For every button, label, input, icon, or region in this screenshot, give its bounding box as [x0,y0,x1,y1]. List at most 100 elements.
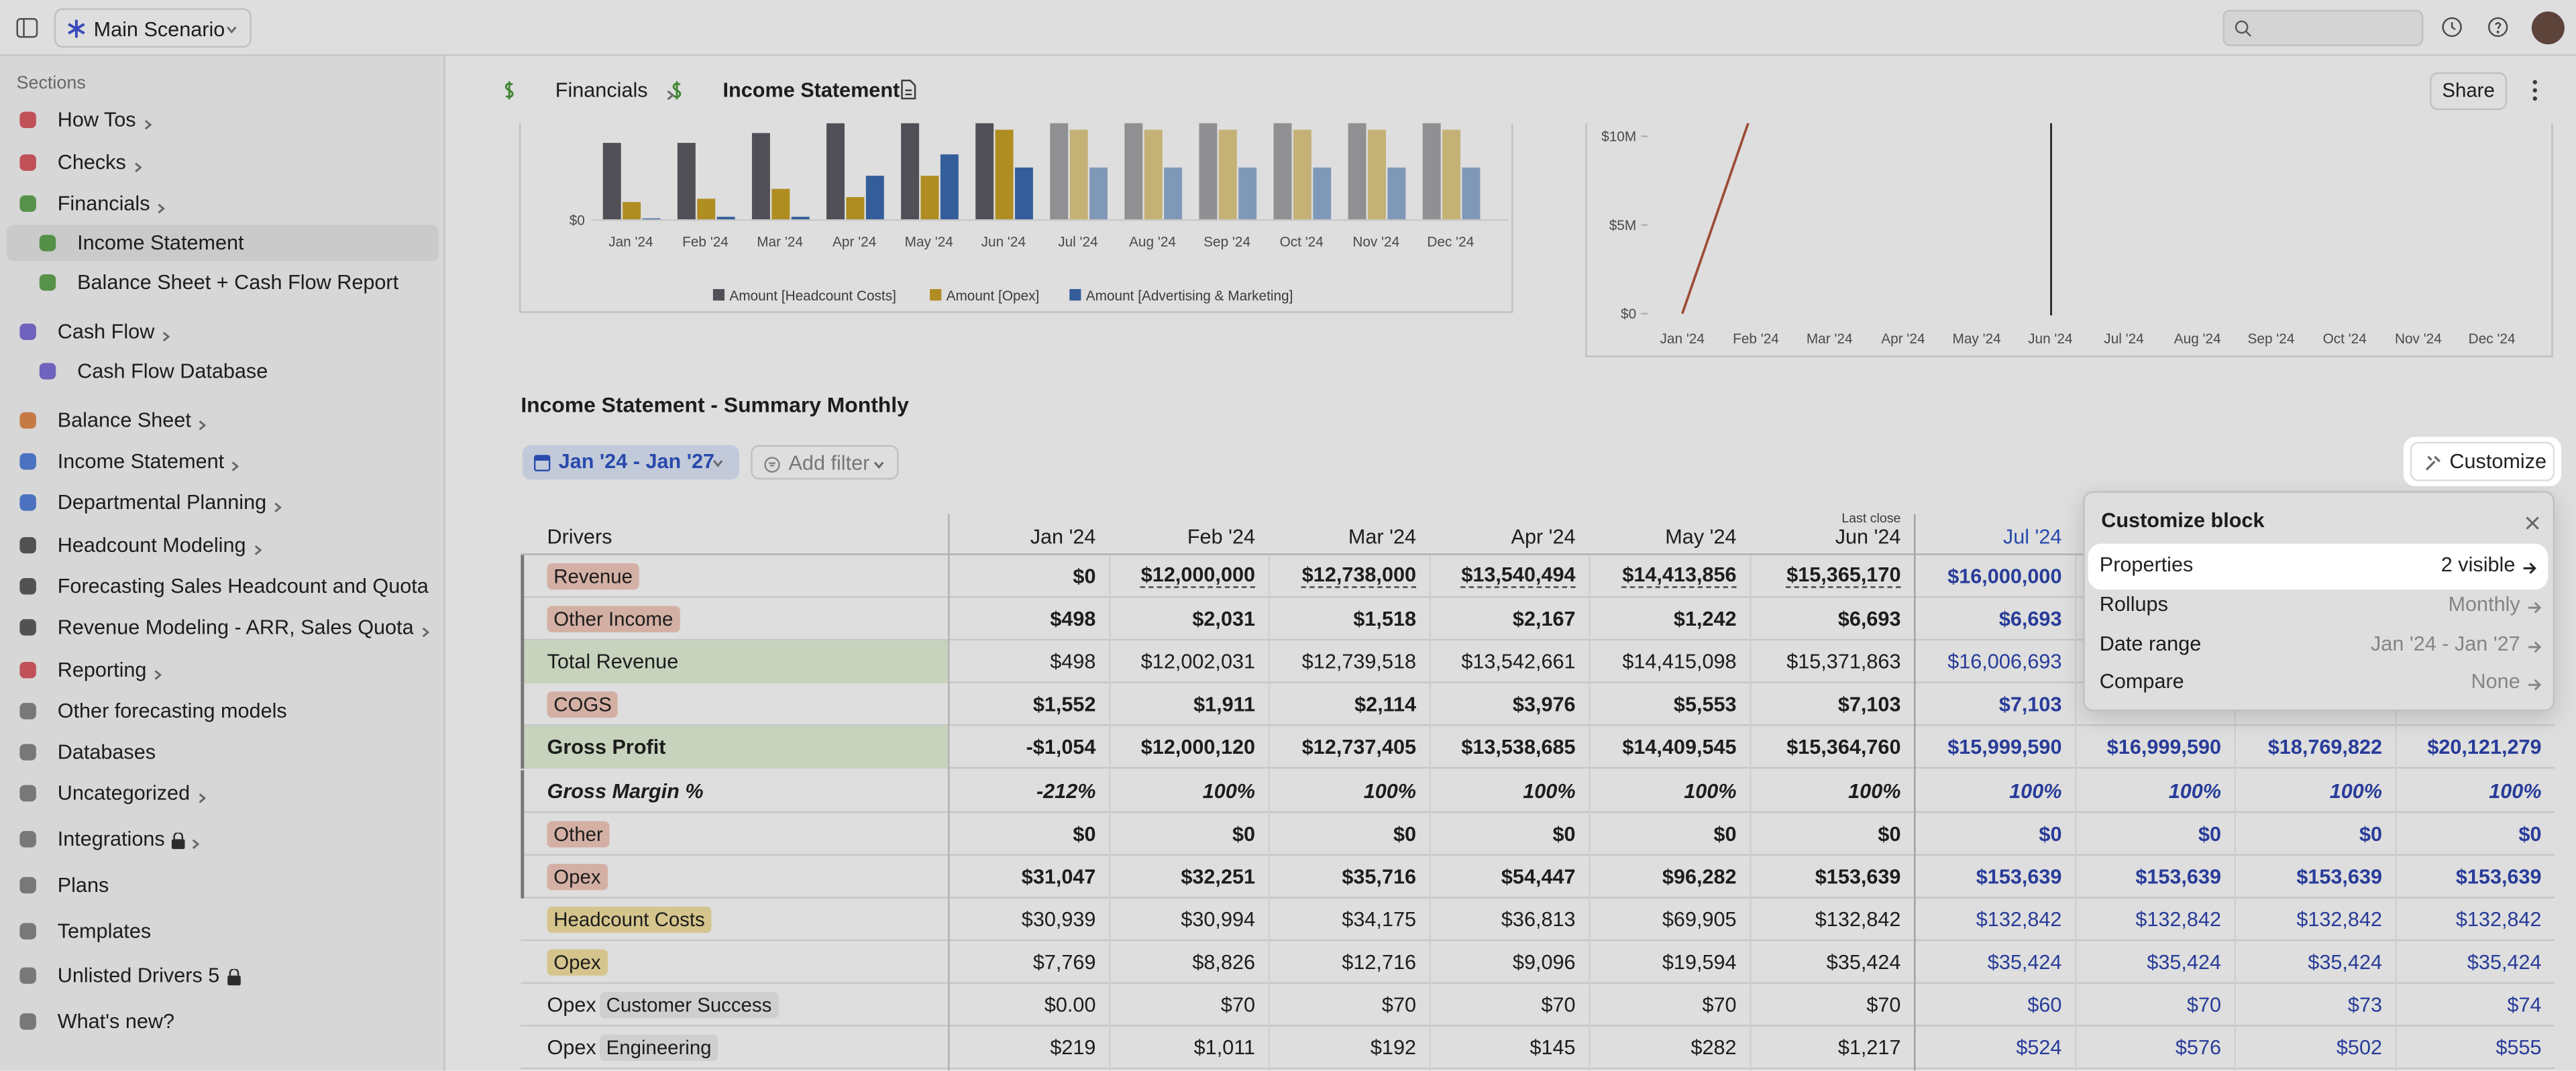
sidebar-item[interactable]: Income Statement [6,225,439,262]
cell-value[interactable]: $36,813 [1501,907,1576,932]
cell-value[interactable]: $2,167 [1512,608,1576,631]
cell-value[interactable]: $70 [2186,993,2222,1017]
cell-value[interactable]: $153,639 [2296,864,2383,889]
cell-value[interactable]: $2,031 [1192,608,1256,631]
cell-value[interactable]: $70 [1866,993,1901,1017]
sidebar-item[interactable]: Balance Sheet + Cash Flow Report [7,264,439,300]
cell-value[interactable]: $19,594 [1662,950,1737,974]
sidebar-item[interactable]: Cash Flow Database [7,353,439,390]
sidebar-item[interactable]: What's new? [7,1003,439,1039]
cell-value[interactable]: $132,842 [2135,907,2222,932]
popover-item[interactable]: Date range Jan '24 - Jan '27 [2085,625,2557,665]
cell-value[interactable]: $34,175 [1342,907,1417,932]
cell-value[interactable]: $153,639 [2135,864,2222,889]
share-button[interactable]: Share [2430,72,2508,111]
cell-value[interactable]: $153,639 [1815,864,1901,889]
sidebar-item[interactable]: How Tos [7,102,439,138]
sidebar-item[interactable]: Other forecasting models [7,693,439,729]
cell-value[interactable]: $13,542,661 [1461,651,1576,674]
cell-value[interactable]: $0 [1552,822,1576,846]
cell-value[interactable]: $70 [1541,993,1576,1017]
cell-value[interactable]: 100% [2009,779,2062,803]
sidebar-item[interactable]: Templates [7,913,439,950]
cell-value[interactable]: $35,424 [1826,950,1901,974]
cell-value[interactable]: $96,282 [1662,864,1737,889]
cell-value[interactable]: $0 [1073,822,1096,846]
cell-value[interactable]: $0 [2039,822,2062,846]
cell-value[interactable]: $12,002,031 [1140,651,1256,674]
sidebar-item[interactable]: Forecasting Sales Headcount and Quota [7,568,439,604]
cell-value[interactable]: $153,639 [2455,864,2542,889]
cell-value[interactable]: $7,769 [1032,950,1096,974]
cell-value[interactable]: $14,415,098 [1622,651,1737,674]
sidebar-item[interactable]: Financials [7,186,439,222]
cell-value[interactable]: $32,251 [1181,864,1256,889]
cell-value[interactable]: $1,518 [1353,608,1417,631]
cell-value[interactable]: 100% [1202,779,1256,803]
sidebar-item[interactable]: Departmental Planning [7,484,439,520]
cell-value[interactable]: $502 [2336,1036,2383,1060]
sidebar-item[interactable]: Headcount Modeling [7,527,439,563]
sidebar-item[interactable]: Databases [7,734,439,771]
cell-value[interactable]: $31,047 [1021,864,1096,889]
cell-value[interactable]: $498 [1050,651,1096,674]
cell-value[interactable]: $0 [1073,565,1096,588]
sidebar-item[interactable]: Integrations [7,821,439,857]
cell-value[interactable]: $132,842 [2296,907,2383,932]
cell-value[interactable]: -212% [1036,779,1096,803]
cell-value[interactable]: $70 [1702,993,1737,1017]
cell-value[interactable]: $15,365,170 [1786,564,1901,588]
cell-value[interactable]: $3,976 [1512,693,1576,717]
cell-value[interactable]: $1,242 [1673,608,1737,631]
scenario-dropdown[interactable]: Main Scenario [54,8,252,48]
cell-value[interactable]: $524 [2016,1036,2062,1060]
search-box[interactable] [2222,9,2424,46]
cell-value[interactable]: $192 [1370,1036,1417,1060]
add-filter[interactable]: Add filter [751,445,899,480]
cell-value[interactable]: $15,999,590 [1947,736,2062,760]
cell-value[interactable]: $69,905 [1662,907,1737,932]
cell-value[interactable]: $15,364,760 [1786,736,1901,760]
cell-value[interactable]: $282 [1690,1036,1737,1060]
sidebar-item[interactable]: Reporting [7,652,439,688]
cell-value[interactable]: $2,114 [1354,693,1417,717]
cell-value[interactable]: $14,413,856 [1622,564,1737,588]
cell-value[interactable]: $0 [2198,822,2222,846]
cell-value[interactable]: $73 [2347,993,2383,1017]
cell-value[interactable]: $555 [2496,1036,2542,1060]
cell-value[interactable]: $70 [1381,993,1417,1017]
cell-value[interactable]: $6,693 [1998,608,2062,631]
sidebar-item[interactable]: Cash Flow [7,314,439,350]
cell-value[interactable]: $12,716 [1342,950,1417,974]
cell-value[interactable]: 100% [1684,779,1737,803]
cell-value[interactable]: 100% [2489,779,2542,803]
cell-value[interactable]: $7,103 [1837,693,1901,717]
sidebar-item[interactable]: Uncategorized [7,775,439,811]
cell-value[interactable]: $498 [1050,608,1096,631]
cell-value[interactable]: $153,639 [1976,864,2062,889]
sidebar-item[interactable]: Balance Sheet [7,402,439,439]
cell-value[interactable]: $1,552 [1032,693,1096,717]
cell-value[interactable]: $12,737,405 [1301,736,1417,760]
cell-value[interactable]: $132,842 [1976,907,2062,932]
cell-value[interactable]: $0 [1232,822,1256,846]
cell-value[interactable]: $8,826 [1192,950,1256,974]
cell-value[interactable]: $6,693 [1837,608,1901,631]
cell-value[interactable]: $35,424 [2467,950,2542,974]
cell-value[interactable]: 100% [1523,779,1576,803]
cell-value[interactable]: $35,716 [1342,864,1417,889]
cell-value[interactable]: $132,842 [2455,907,2542,932]
cell-value[interactable]: -$1,054 [1026,736,1096,760]
cell-value[interactable]: $0 [1393,822,1417,846]
cell-value[interactable]: 100% [2168,779,2222,803]
popover-item[interactable]: Rollups Monthly [2085,586,2557,626]
cell-value[interactable]: $54,447 [1501,864,1576,889]
breadcrumb-item[interactable]: Financials [555,78,648,102]
popover-item[interactable]: Compare None [2085,664,2557,703]
cell-value[interactable]: 100% [1363,779,1417,803]
sidebar-item[interactable]: Revenue Modeling - ARR, Sales Quota [7,610,439,646]
cell-value[interactable]: $74 [2507,993,2542,1017]
cell-value[interactable]: $12,000,000 [1140,564,1256,588]
cell-value[interactable]: $0 [1713,822,1737,846]
cell-value[interactable]: $1,911 [1193,693,1256,717]
